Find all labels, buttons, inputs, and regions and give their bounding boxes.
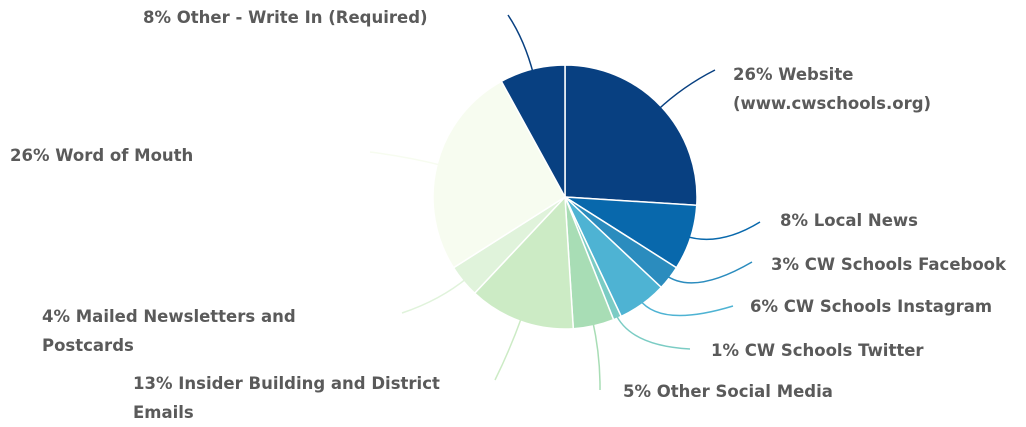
slice-value: 26% [10,146,50,165]
pie-slice [564,64,698,207]
leader-line [614,312,691,350]
leader-line [656,69,716,112]
slice-value: 5% [623,382,652,401]
slice-value: 3% [771,255,800,274]
slice-value: 1% [711,341,740,360]
slice-name: Other Social Media [656,382,833,401]
slice-label: 26% Website (www.cwschools.org) [733,60,963,118]
slice-label: 1% CW Schools Twitter [711,336,971,365]
slice-label: 6% CW Schools Instagram [750,292,1020,321]
slice-label: 8% Other - Write In (Required) [143,3,463,32]
slice-name: Other - Write In (Required) [176,8,428,27]
slice-value: 8% [143,8,172,27]
leader-line [507,14,535,76]
slice-name: CW Schools Twitter [744,341,924,360]
slice-value: 6% [750,297,779,316]
slice-label: 26% Word of Mouth [10,141,270,170]
slice-name: Mailed Newsletters and Postcards [42,307,296,355]
slice-name: Insider Building and District Emails [133,374,440,422]
leader-line [591,319,601,391]
slice-name: Website (www.cwschools.org) [733,65,932,113]
slice-label: 8% Local News [780,206,1020,235]
leader-line [664,261,753,284]
slice-name: CW Schools Instagram [783,297,993,316]
slice-label: 5% Other Social Media [623,377,883,406]
slice-label: 13% Insider Building and District Emails [133,369,463,427]
slice-label: 3% CW Schools Facebook [771,250,1026,279]
slice-value: 4% [42,307,71,326]
leader-line [638,298,734,317]
slice-value: 13% [133,374,173,393]
leader-line [684,221,761,241]
slice-value: 8% [780,211,809,230]
slice-name: Local News [813,211,918,230]
slice-value: 26% [733,65,773,84]
slice-name: Word of Mouth [55,146,194,165]
slice-label: 4% Mailed Newsletters and Postcards [42,302,332,360]
leader-line [494,315,524,381]
leader-line [369,151,444,167]
slice-name: CW Schools Facebook [804,255,1006,274]
leader-line [401,276,469,314]
